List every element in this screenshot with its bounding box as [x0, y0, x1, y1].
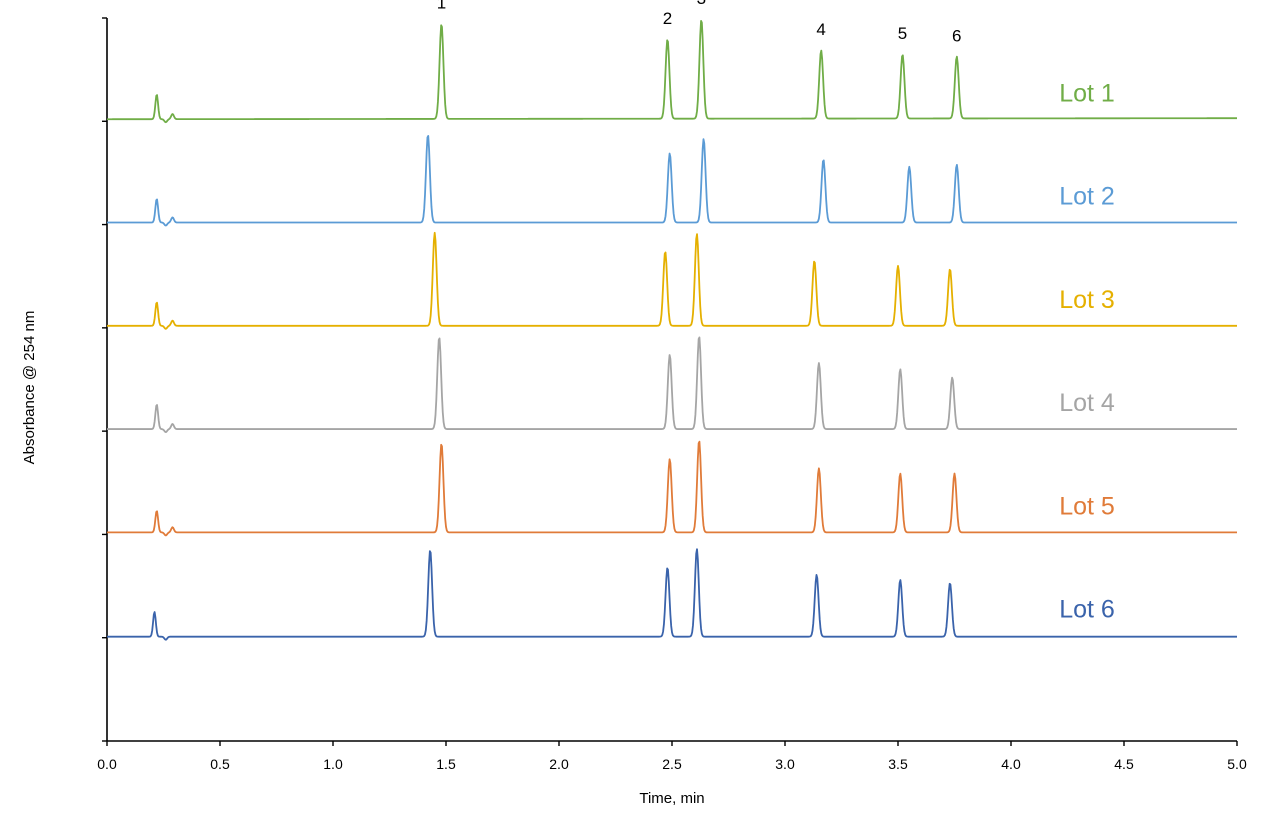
series-label-lot-4: Lot 4 [1059, 389, 1115, 417]
peak-label-3: 3 [697, 0, 706, 8]
x-tick-label: 4.0 [1001, 756, 1021, 772]
trace-lot-2 [106, 135, 1238, 227]
traces [106, 20, 1238, 641]
trace-lot-6 [106, 548, 1238, 641]
x-tick-label: 1.0 [323, 756, 343, 772]
x-tick-label: 4.5 [1114, 756, 1134, 772]
trace-lot-4 [106, 336, 1238, 434]
trace-lot-3 [106, 231, 1238, 330]
x-tick-label: 2.0 [549, 756, 569, 772]
x-tick-label: 0.0 [97, 756, 117, 772]
x-tick-label: 5.0 [1227, 756, 1247, 772]
x-tick-label: 2.5 [662, 756, 682, 772]
peak-label-5: 5 [898, 24, 907, 43]
peak-label-6: 6 [952, 26, 961, 45]
series-label-lot-6: Lot 6 [1059, 596, 1115, 624]
x-tick-label: 1.5 [436, 756, 456, 772]
labels: Lot 1 Lot 2 Lot 3 Lot 4 Lot 5 Lot 6 1 2 3 4 5 6 [437, 0, 1115, 624]
peak-label-4: 4 [816, 20, 825, 39]
y-axis-title: Absorbance @ 254 nm [21, 311, 38, 465]
x-axis-title: Time, min [639, 790, 704, 807]
series-label-lot-2: Lot 2 [1059, 183, 1115, 211]
x-tick-label: 0.5 [210, 756, 230, 772]
series-label-lot-3: Lot 3 [1059, 286, 1115, 314]
trace-lot-1 [106, 20, 1238, 124]
trace-lot-5 [106, 440, 1238, 537]
series-label-lot-5: Lot 5 [1059, 492, 1115, 520]
x-tick-label: 3.0 [775, 756, 795, 772]
axes: 0.0 0.5 1.0 1.5 2.0 2.5 3.0 3.5 4.0 4.5 5.0 [97, 17, 1247, 772]
peak-label-2: 2 [663, 9, 672, 28]
peak-label-1: 1 [437, 0, 446, 12]
x-tick-label: 3.5 [888, 756, 908, 772]
series-label-lot-1: Lot 1 [1059, 79, 1115, 107]
